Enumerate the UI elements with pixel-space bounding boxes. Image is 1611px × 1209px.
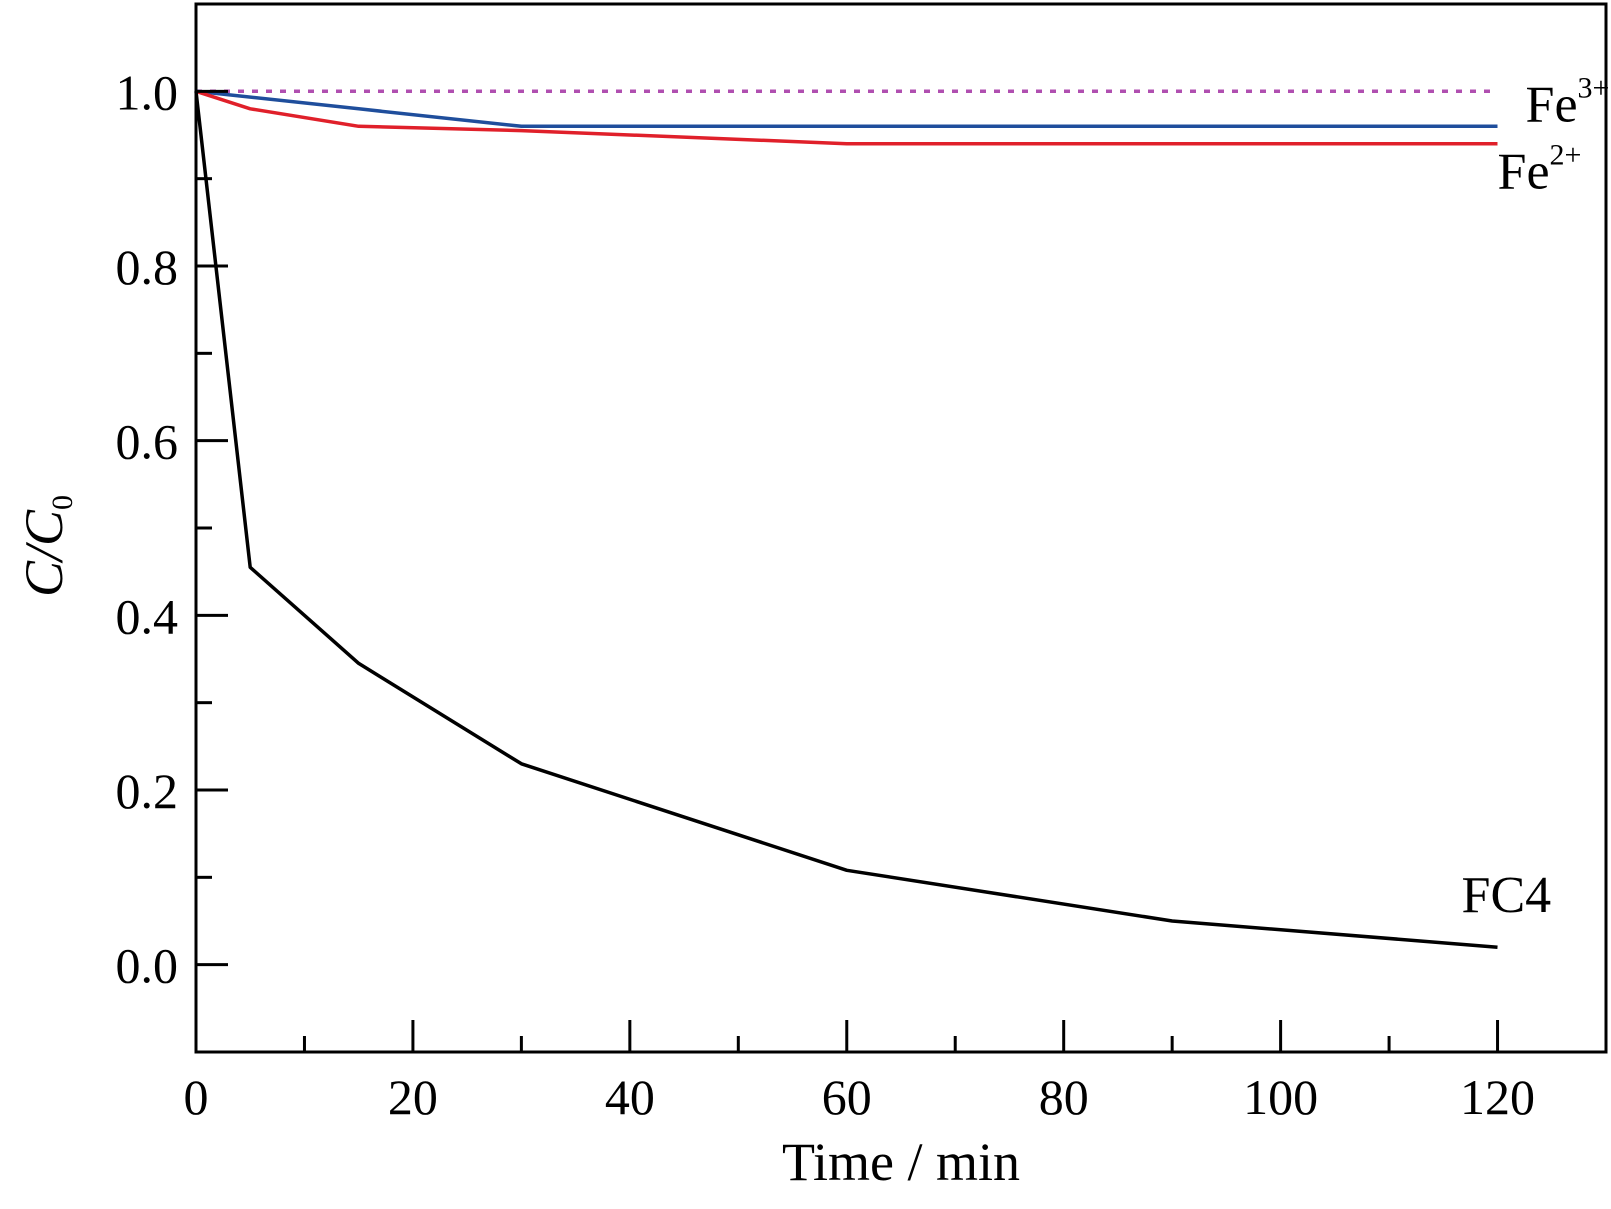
x-tick-label: 100	[1243, 1069, 1318, 1125]
x-axis-title: Time / min	[782, 1132, 1020, 1192]
series-label: Fe2+	[1498, 139, 1582, 201]
series-label-base: Fe	[1526, 76, 1578, 133]
series-label-superscript: 2+	[1550, 139, 1582, 172]
series-label-superscript: 3+	[1578, 71, 1610, 104]
tick-labels: 0 20 40 60 80 100 120 0.0 0.2 0.4 0.6 0.8 1.0	[116, 64, 1536, 1125]
y-axis-title: C/C0	[14, 495, 79, 597]
series-line	[195, 89, 1498, 146]
y-axis-title-subscript: 0	[46, 495, 79, 510]
x-tick-label: 80	[1039, 1069, 1089, 1125]
series-labels: Fe3+Fe2+FC4	[1462, 71, 1610, 924]
x-tick-label: 0	[184, 1069, 209, 1125]
series-label-base: Fe	[1498, 144, 1550, 201]
series-line	[195, 89, 1498, 129]
y-tick-label: 1.0	[116, 64, 179, 120]
y-tick-label: 0.2	[116, 763, 179, 819]
x-tick-label: 20	[388, 1069, 438, 1125]
y-tick-label: 0.4	[116, 588, 179, 644]
y-tick-label: 0.6	[116, 414, 179, 470]
axis-ticks	[194, 2, 1500, 1054]
y-tick-label: 0.8	[116, 239, 179, 295]
x-tick-label: 60	[822, 1069, 872, 1125]
series-line	[194, 91, 1498, 949]
y-axis-title-main: C/C	[14, 509, 74, 597]
x-tick-label: 120	[1460, 1069, 1535, 1125]
x-tick-label: 40	[605, 1069, 655, 1125]
plot-frame	[194, 2, 1608, 1054]
y-tick-label: 0.0	[116, 938, 179, 994]
series-label: Fe3+	[1526, 71, 1610, 133]
series-lines	[194, 89, 1498, 949]
series-label-base: FC4	[1462, 867, 1552, 924]
series-label: FC4	[1462, 867, 1552, 924]
